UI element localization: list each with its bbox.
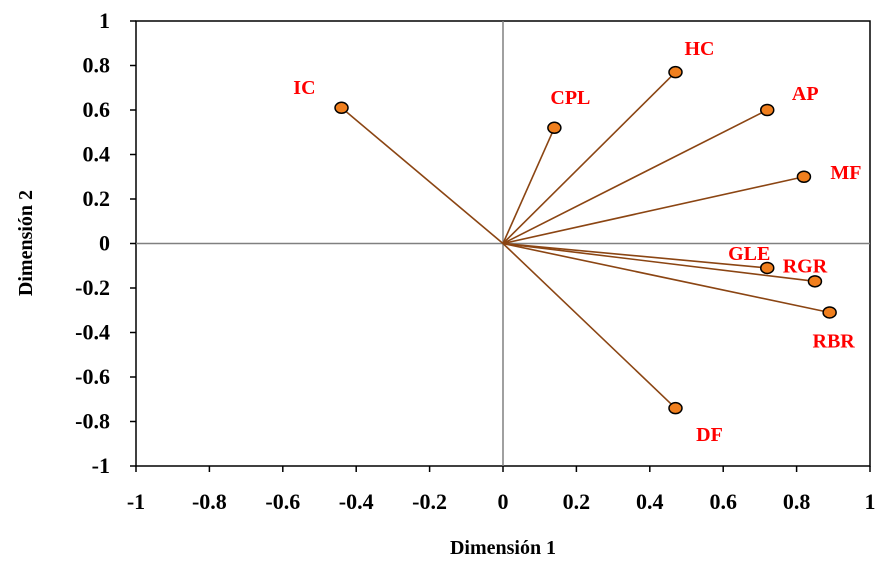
x-tick-label: 0.2 (563, 489, 591, 514)
vector-hc (502, 71, 677, 245)
y-tick-label: 0.4 (83, 142, 111, 167)
y-tick-label: -0.8 (75, 409, 110, 434)
x-tick-label: -0.4 (339, 489, 374, 514)
y-tick-label: 1 (99, 8, 110, 33)
y-tick-label: -0.2 (75, 275, 110, 300)
label-rbr: RBR (813, 330, 856, 352)
x-tick-label: -0.2 (412, 489, 447, 514)
vectors (334, 65, 837, 415)
point-rgr (807, 275, 823, 288)
y-tick-label: 0.8 (83, 53, 111, 78)
vector-ap (502, 109, 768, 245)
x-tick-label: -1 (127, 489, 145, 514)
x-tick-label: 0.8 (783, 489, 811, 514)
point-df (668, 401, 683, 415)
y-tick-label: -1 (92, 453, 110, 478)
x-tick-label: 0.4 (636, 489, 664, 514)
point-ic (334, 101, 349, 115)
point-rbr (822, 306, 837, 319)
label-df: DF (696, 424, 723, 446)
label-mf: MF (830, 162, 861, 184)
x-tick-label: 0 (498, 489, 509, 514)
point-cpl (547, 121, 562, 135)
x-axis-title: Dimensión 1 (450, 537, 556, 559)
point-gle (759, 261, 775, 275)
y-tick-label: -0.6 (75, 364, 110, 389)
y-tick-label: 0.2 (83, 186, 111, 211)
vector-mf (502, 175, 805, 245)
x-tick-label: 1 (865, 489, 876, 514)
x-tick-label: -0.6 (265, 489, 300, 514)
point-labels: IC CPL HC AP MF GLE RGR RBR DF (293, 38, 861, 446)
label-ap: AP (792, 83, 819, 105)
label-hc: HC (684, 38, 714, 60)
vector-cpl (502, 127, 556, 244)
vector-gle (502, 242, 768, 269)
y-tick-label: 0 (99, 231, 110, 256)
y-axis-ticks: 1 0.8 0.6 0.4 0.2 0 -0.2 -0.4 -0.6 -0.8 -1 (75, 8, 136, 478)
x-axis-ticks: -1 -0.8 -0.6 -0.4 -0.2 0 0.2 0.4 0.6 0.8 1 (127, 466, 876, 514)
label-ic: IC (293, 77, 315, 99)
y-axis-title: Dimensión 2 (15, 190, 37, 296)
point-hc (668, 65, 683, 79)
y-tick-label: -0.4 (75, 320, 110, 345)
label-gle: GLE (728, 243, 770, 265)
vector-rbr (502, 242, 830, 314)
vector-df (502, 242, 677, 409)
label-cpl: CPL (550, 87, 590, 109)
y-tick-label: 0.6 (83, 97, 111, 122)
point-ap (759, 103, 775, 117)
x-tick-label: 0.6 (709, 489, 737, 514)
point-mf (796, 170, 812, 183)
vector-ic (341, 107, 504, 245)
x-tick-label: -0.8 (192, 489, 227, 514)
vector-rgr (502, 242, 816, 283)
label-rgr: RGR (783, 255, 828, 277)
